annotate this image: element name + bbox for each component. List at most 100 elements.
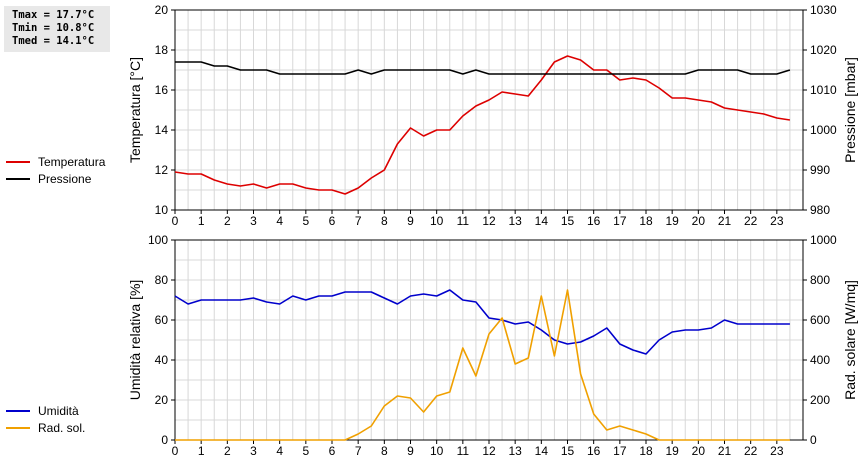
legend-item-radsol: Rad. sol. (6, 419, 85, 436)
series-line-rad-sol (175, 289, 790, 441)
series-line-umidit (174, 289, 790, 355)
x-tick-label: 15 (561, 214, 575, 228)
tmax-label: Tmax = 17.7°C (12, 9, 95, 21)
legend-label-temperatura: Temperatura (38, 154, 106, 169)
legend-item-pressione: Pressione (6, 170, 105, 187)
x-tick-label: 12 (482, 444, 496, 458)
x-tick-label: 14 (535, 214, 549, 228)
y-tick-label-left: 60 (155, 313, 169, 327)
x-tick-label: 18 (639, 444, 653, 458)
legend-swatch-radsol (6, 426, 30, 429)
x-tick-label: 0 (172, 444, 179, 458)
x-tick-label: 5 (302, 214, 309, 228)
y-axis-title-left: Temperatura [°C] (127, 57, 143, 163)
x-tick-label: 3 (250, 214, 257, 228)
x-tick-label: 22 (744, 444, 758, 458)
x-tick-label: 1 (198, 444, 205, 458)
x-tick-label: 4 (276, 444, 283, 458)
x-tick-label: 9 (407, 214, 414, 228)
y-tick-label-left: 14 (155, 123, 169, 137)
y-tick-label-right: 200 (810, 393, 830, 407)
legend-label-pressione: Pressione (38, 171, 92, 186)
x-tick-label: 7 (355, 444, 362, 458)
legend-swatch-umidita (6, 409, 30, 412)
y-tick-label-left: 20 (155, 3, 169, 17)
y-tick-label-left: 20 (155, 393, 169, 407)
legend-swatch-temperatura (6, 160, 30, 163)
x-tick-label: 15 (561, 444, 575, 458)
x-tick-label: 20 (692, 444, 706, 458)
x-tick-label: 7 (355, 214, 362, 228)
x-tick-label: 10 (430, 214, 444, 228)
x-tick-label: 9 (407, 444, 414, 458)
x-tick-label: 14 (535, 444, 549, 458)
legend-swatch-pressione (6, 177, 30, 180)
x-tick-label: 18 (639, 214, 653, 228)
y-axis-title-right: Pressione [mbar] (842, 57, 858, 163)
x-tick-label: 23 (770, 444, 784, 458)
y-tick-label-right: 990 (810, 163, 830, 177)
chart-1: 0 1 2 3 4 5 6 7 8 9 10 11 12 13 14 15 16 17 18 19 20 21 22 2310… (127, 3, 858, 228)
y-tick-label-left: 0 (161, 433, 168, 447)
y-tick-label-left: 12 (155, 163, 169, 177)
stats-box: Tmax = 17.7°C Tmin = 10.8°C Tmed = 14.1°… (4, 6, 110, 52)
x-tick-label: 12 (482, 214, 496, 228)
x-tick-label: 11 (457, 214, 470, 228)
x-tick-label: 20 (692, 214, 706, 228)
y-tick-label-left: 40 (155, 353, 169, 367)
y-tick-label-left: 100 (148, 233, 168, 247)
y-tick-label-right: 800 (810, 273, 830, 287)
x-tick-label: 19 (665, 444, 679, 458)
y-tick-label-right: 1000 (810, 123, 837, 137)
x-tick-label: 13 (508, 214, 522, 228)
legend-label-radsol: Rad. sol. (38, 420, 86, 435)
x-tick-label: 23 (770, 214, 784, 228)
x-tick-label: 8 (381, 444, 388, 458)
x-tick-label: 17 (613, 444, 627, 458)
x-tick-label: 16 (587, 214, 601, 228)
series-line-pressione (175, 61, 791, 75)
x-tick-label: 8 (381, 214, 388, 228)
y-tick-label-right: 400 (810, 353, 830, 367)
x-tick-label: 17 (613, 214, 627, 228)
x-tick-label: 11 (457, 444, 470, 458)
legend-label-umidita: Umidità (38, 403, 79, 418)
legend-bottom-chart: Umidità Rad. sol. (6, 404, 85, 436)
x-tick-label: 6 (329, 214, 336, 228)
y-tick-label-left: 16 (155, 83, 169, 97)
x-tick-label: 16 (587, 444, 601, 458)
x-tick-label: 21 (718, 444, 732, 458)
x-tick-label: 0 (172, 214, 179, 228)
x-tick-label: 6 (329, 444, 336, 458)
y-axis-title-left: Umidità relativa [%] (127, 280, 143, 401)
y-tick-label-right: 980 (810, 203, 830, 217)
x-tick-label: 1 (198, 214, 205, 228)
y-tick-label-right: 1000 (810, 233, 837, 247)
y-tick-label-right: 1010 (810, 83, 837, 97)
legend-item-umidita: Umidità (6, 402, 85, 419)
y-tick-label-right: 1030 (810, 3, 837, 17)
x-tick-label: 22 (744, 214, 758, 228)
x-tick-label: 5 (302, 444, 309, 458)
y-tick-label-right: 1020 (810, 43, 837, 57)
x-tick-label: 13 (508, 444, 522, 458)
tmed-label: Tmed = 14.1°C (12, 35, 95, 47)
x-tick-label: 4 (276, 214, 283, 228)
series-line-temperatura (174, 55, 791, 195)
x-tick-label: 19 (665, 214, 679, 228)
y-axis-title-right: Rad. solare [W/mq] (842, 280, 858, 400)
y-tick-label-right: 0 (810, 433, 817, 447)
chart-2: 0 1 2 3 4 5 6 7 8 9 10 11 12 13 14 15 16 17 18 19 20 21 22 2302… (127, 233, 858, 458)
tmin-label: Tmin = 10.8°C (12, 22, 95, 34)
x-tick-label: 21 (718, 214, 732, 228)
y-tick-label-left: 10 (155, 203, 169, 217)
x-tick-label: 3 (250, 444, 257, 458)
legend-top-chart: Temperatura Pressione (6, 153, 105, 187)
y-tick-label-left: 18 (155, 43, 169, 57)
y-tick-label-left: 80 (155, 273, 169, 287)
x-tick-label: 10 (430, 444, 444, 458)
x-tick-label: 2 (224, 214, 231, 228)
legend-item-temperatura: Temperatura (6, 153, 105, 170)
y-tick-label-right: 600 (810, 313, 830, 327)
